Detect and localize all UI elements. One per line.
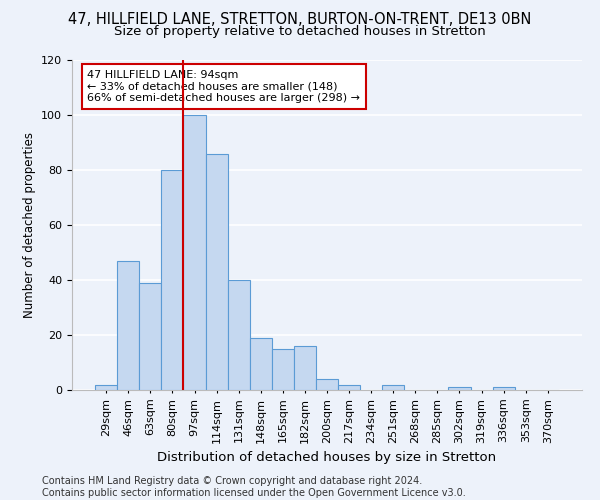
Bar: [117, 261, 139, 390]
Bar: [95, 384, 117, 390]
Bar: [161, 170, 184, 390]
Bar: [139, 283, 161, 390]
Bar: [382, 384, 404, 390]
Bar: [493, 387, 515, 390]
Text: 47 HILLFIELD LANE: 94sqm
← 33% of detached houses are smaller (148)
66% of semi-: 47 HILLFIELD LANE: 94sqm ← 33% of detach…: [88, 70, 360, 103]
Bar: [294, 346, 316, 390]
X-axis label: Distribution of detached houses by size in Stretton: Distribution of detached houses by size …: [157, 451, 497, 464]
Y-axis label: Number of detached properties: Number of detached properties: [23, 132, 35, 318]
Bar: [184, 115, 206, 390]
Bar: [316, 379, 338, 390]
Bar: [227, 280, 250, 390]
Text: Contains HM Land Registry data © Crown copyright and database right 2024.
Contai: Contains HM Land Registry data © Crown c…: [42, 476, 466, 498]
Text: Size of property relative to detached houses in Stretton: Size of property relative to detached ho…: [114, 25, 486, 38]
Text: 47, HILLFIELD LANE, STRETTON, BURTON-ON-TRENT, DE13 0BN: 47, HILLFIELD LANE, STRETTON, BURTON-ON-…: [68, 12, 532, 28]
Bar: [272, 349, 294, 390]
Bar: [448, 387, 470, 390]
Bar: [338, 384, 360, 390]
Bar: [206, 154, 227, 390]
Bar: [250, 338, 272, 390]
